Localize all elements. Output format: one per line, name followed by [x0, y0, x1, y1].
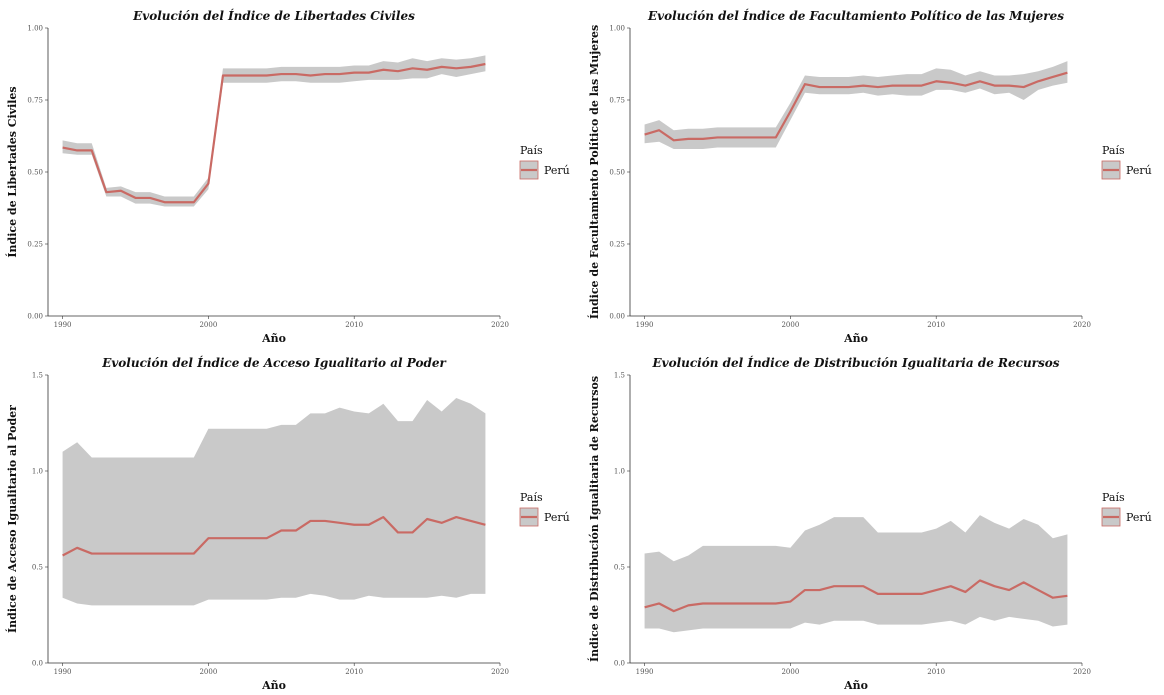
chart-panel-equal-distribution-resources: Evolución del Índice de Distribución Igu… — [582, 347, 1164, 695]
x-tick-label: 2010 — [345, 668, 363, 676]
y-tick-label: 1.5 — [614, 372, 625, 380]
y-tick-label: 0.75 — [609, 97, 625, 105]
x-axis-title: Año — [261, 332, 286, 345]
legend-label-peru: Perú — [1126, 164, 1152, 177]
y-tick-label: 0.5 — [614, 564, 625, 572]
x-tick-label: 2000 — [781, 321, 799, 329]
x-axis-title: Año — [843, 332, 868, 345]
x-tick-label: 2000 — [781, 668, 799, 676]
legend-label-peru: Perú — [544, 164, 570, 177]
y-tick-label: 1.00 — [609, 25, 625, 33]
chart-title: Evolución del Índice de Acceso Igualitar… — [101, 355, 447, 370]
y-tick-label: 0.0 — [614, 660, 625, 668]
series-line-peru — [644, 579, 1068, 613]
x-tick-label: 2020 — [1073, 668, 1091, 676]
x-tick-label: 1990 — [54, 668, 72, 676]
y-tick-label: 1.5 — [32, 372, 43, 380]
legend-label-peru: Perú — [544, 511, 570, 524]
y-tick-label: 0.5 — [32, 564, 43, 572]
legend-label-peru: Perú — [1126, 511, 1152, 524]
y-tick-label: 1.0 — [614, 468, 625, 476]
y-axis-title: Índice de Distribución Igualitaria de Re… — [587, 376, 601, 662]
legend-title: País — [520, 491, 543, 504]
y-tick-label: 0.0 — [32, 660, 43, 668]
confidence-band — [62, 55, 486, 207]
chart-panel-equal-access-power: Evolución del Índice de Acceso Igualitar… — [0, 347, 582, 695]
y-tick-label: 0.00 — [609, 313, 625, 321]
y-tick-label: 1.0 — [32, 468, 43, 476]
series-line-peru — [644, 71, 1068, 142]
y-tick-label: 0.50 — [27, 169, 43, 177]
series-line-peru — [62, 515, 486, 557]
x-axis-title: Año — [261, 679, 286, 692]
chart-title: Evolución del Índice de Distribución Igu… — [651, 355, 1059, 370]
x-tick-label: 2010 — [927, 321, 945, 329]
x-tick-label: 2000 — [199, 321, 217, 329]
x-tick-label: 2000 — [199, 668, 217, 676]
confidence-band — [644, 61, 1068, 149]
series-line-peru — [62, 62, 486, 204]
chart-panel-civil-liberties: Evolución del Índice de Libertades Civil… — [0, 0, 582, 347]
y-axis-title: Índice de Libertades Civiles — [5, 86, 19, 257]
chart-svg-civil-liberties: Evolución del Índice de Libertades Civil… — [5, 8, 570, 345]
y-axis-title: Índice de Acceso Igualitario al Poder — [5, 405, 19, 633]
y-tick-label: 1.00 — [27, 25, 43, 33]
y-axis-title: Índice de Facultamiento Político de las … — [587, 25, 601, 319]
y-tick-label: 0.25 — [609, 241, 625, 249]
x-tick-label: 1990 — [636, 668, 654, 676]
chart-title: Evolución del Índice de Libertades Civil… — [132, 8, 415, 23]
x-tick-label: 2010 — [927, 668, 945, 676]
legend-title: País — [1102, 144, 1125, 157]
y-tick-label: 0.75 — [27, 97, 43, 105]
chart-title: Evolución del Índice de Facultamiento Po… — [647, 8, 1064, 23]
confidence-band — [62, 398, 486, 606]
y-tick-label: 0.50 — [609, 169, 625, 177]
y-tick-label: 0.25 — [27, 241, 43, 249]
confidence-band — [644, 515, 1068, 633]
x-axis-title: Año — [843, 679, 868, 692]
y-tick-label: 0.00 — [27, 313, 43, 321]
chart-svg-women-political-empowerment: Evolución del Índice de Facultamiento Po… — [587, 8, 1152, 345]
x-tick-label: 2020 — [491, 668, 509, 676]
chart-panel-women-political-empowerment: Evolución del Índice de Facultamiento Po… — [582, 0, 1164, 347]
chart-svg-equal-access-power: Evolución del Índice de Acceso Igualitar… — [5, 355, 570, 692]
x-tick-label: 1990 — [636, 321, 654, 329]
x-tick-label: 2020 — [1073, 321, 1091, 329]
x-tick-label: 2020 — [491, 321, 509, 329]
legend-title: País — [1102, 491, 1125, 504]
chart-svg-equal-distribution-resources: Evolución del Índice de Distribución Igu… — [587, 355, 1152, 692]
x-tick-label: 1990 — [54, 321, 72, 329]
x-tick-label: 2010 — [345, 321, 363, 329]
legend-title: País — [520, 144, 543, 157]
